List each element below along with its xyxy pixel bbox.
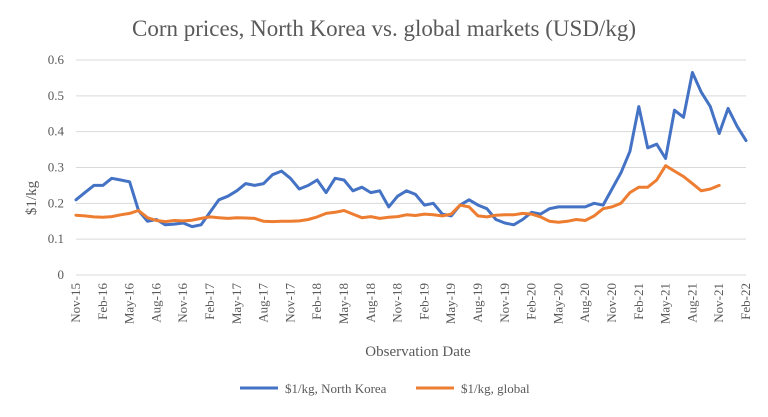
y-tick-label: 0.5 bbox=[48, 88, 64, 103]
legend-label: $1/kg, North Korea bbox=[285, 381, 387, 396]
x-tick-label: Aug-21 bbox=[684, 283, 699, 323]
y-tick-label: 0.3 bbox=[48, 160, 64, 175]
x-tick-label: Nov-17 bbox=[282, 283, 297, 323]
y-tick-label: 0 bbox=[58, 267, 65, 282]
x-tick-label: Aug-20 bbox=[577, 283, 592, 323]
y-tick-label: 0.6 bbox=[48, 52, 65, 67]
series-lines bbox=[74, 71, 748, 229]
series-line-north-korea bbox=[74, 71, 748, 229]
x-tick-label: Aug-16 bbox=[148, 283, 163, 323]
x-tick-label: May-17 bbox=[229, 283, 244, 325]
x-tick-label: Nov-20 bbox=[604, 283, 619, 323]
y-tick-label: 0.4 bbox=[48, 124, 65, 139]
x-tick-label: Nov-21 bbox=[711, 283, 726, 323]
legend: $1/kg, North Korea $1/kg, global bbox=[240, 381, 530, 396]
x-tick-label: Nov-19 bbox=[497, 283, 512, 323]
x-tick-label: May-20 bbox=[550, 283, 565, 324]
gridlines bbox=[76, 59, 746, 276]
x-tick-label: May-18 bbox=[336, 283, 351, 324]
x-axis-ticks: Nov-15 Feb-16 May-16 Aug-16 Nov-16 Feb-17 May-… bbox=[68, 283, 753, 325]
x-tick-label: Feb-20 bbox=[524, 283, 539, 320]
x-tick-label: Aug-19 bbox=[470, 283, 485, 323]
x-tick-label: Nov-15 bbox=[68, 283, 83, 323]
x-tick-label: Feb-22 bbox=[738, 283, 753, 320]
x-axis-title: Observation Date bbox=[365, 344, 471, 360]
legend-label: $1/kg, global bbox=[461, 381, 530, 396]
x-tick-label: May-19 bbox=[443, 283, 458, 324]
x-tick-label: May-21 bbox=[658, 283, 673, 324]
x-tick-label: Feb-18 bbox=[309, 283, 324, 320]
x-tick-label: Feb-19 bbox=[416, 283, 431, 320]
x-tick-label: Feb-17 bbox=[202, 283, 217, 320]
x-tick-label: Feb-16 bbox=[95, 283, 110, 320]
series-line-global bbox=[74, 164, 721, 224]
y-tick-label: 0.2 bbox=[48, 195, 64, 210]
x-tick-label: Nov-18 bbox=[390, 283, 405, 323]
y-axis-ticks: 0 0.1 0.2 0.3 0.4 0.5 0.6 bbox=[48, 52, 65, 282]
x-tick-label: Nov-16 bbox=[175, 283, 190, 323]
x-tick-label: May-16 bbox=[122, 283, 137, 325]
x-tick-label: Aug-18 bbox=[363, 283, 378, 323]
y-axis-title: $1/kg bbox=[24, 180, 40, 215]
x-tick-label: Feb-21 bbox=[631, 283, 646, 320]
y-tick-label: 0.1 bbox=[48, 231, 64, 246]
chart-title: Corn prices, North Korea vs. global mark… bbox=[132, 16, 636, 41]
x-tick-label: Aug-17 bbox=[256, 283, 271, 323]
